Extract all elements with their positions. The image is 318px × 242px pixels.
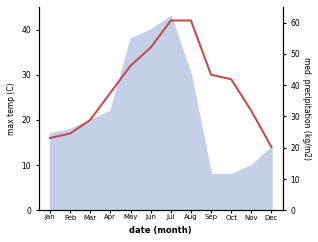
Y-axis label: med. precipitation (kg/m2): med. precipitation (kg/m2) <box>302 57 311 160</box>
X-axis label: date (month): date (month) <box>129 226 192 235</box>
Y-axis label: max temp (C): max temp (C) <box>7 82 16 135</box>
